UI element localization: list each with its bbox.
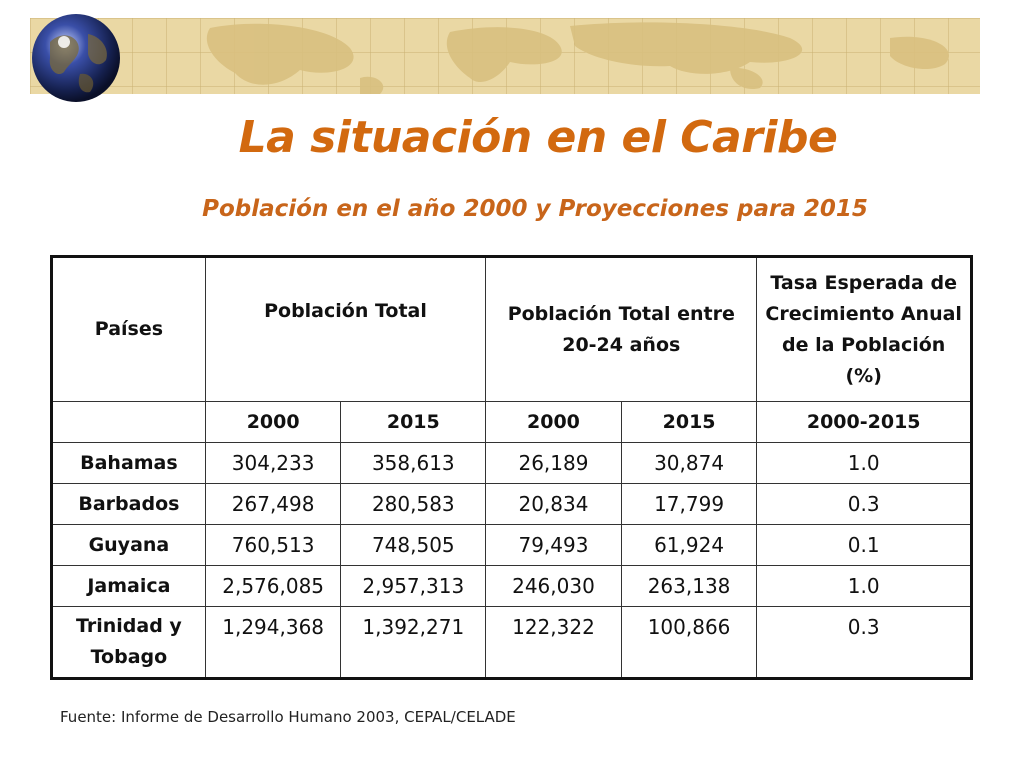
growth-cell: 0.3	[756, 606, 972, 679]
total-2015-cell: 280,583	[340, 483, 487, 525]
slide-title: La situación en el Caribe	[238, 112, 838, 163]
country-name: Trinidad y Tobago	[51, 606, 206, 679]
country-name: Guyana	[51, 524, 206, 566]
youth-2000-cell: 20,834	[485, 483, 622, 525]
growth-cell: 0.3	[756, 483, 972, 525]
header-growth-rate: Tasa Esperada de Crecimiento Anual de la…	[756, 256, 972, 402]
growth-cell: 1.0	[756, 565, 972, 607]
total-2015-cell: 748,505	[340, 524, 487, 566]
source-note: Fuente: Informe de Desarrollo Humano 200…	[60, 708, 516, 726]
youth-2015-cell: 30,874	[620, 442, 758, 484]
subheader-total-2015: 2015	[340, 401, 487, 443]
table-row: Bahamas 304,233 358,613 26,189 30,874 1.…	[51, 442, 972, 484]
country-name: Bahamas	[51, 442, 206, 484]
header-countries: Países	[51, 256, 206, 402]
youth-2015-cell: 61,924	[620, 524, 758, 566]
total-2000-cell: 1,294,368	[204, 606, 342, 679]
youth-2015-cell: 100,866	[620, 606, 758, 679]
total-2015-cell: 2,957,313	[340, 565, 487, 607]
table-row: Guyana 760,513 748,505 79,493 61,924 0.1	[51, 524, 972, 566]
table-row: Jamaica 2,576,085 2,957,313 246,030 263,…	[51, 565, 972, 607]
growth-cell: 0.1	[756, 524, 972, 566]
youth-2000-cell: 246,030	[485, 565, 622, 607]
youth-2000-cell: 79,493	[485, 524, 622, 566]
youth-2000-cell: 26,189	[485, 442, 622, 484]
youth-2015-cell: 17,799	[620, 483, 758, 525]
table-header-row: Países Población Total Población Total e…	[51, 256, 972, 402]
table-subheader-row: 2000 2015 2000 2015 2000-2015	[51, 401, 972, 443]
youth-2000-cell: 122,322	[485, 606, 622, 679]
header-total-population: Población Total	[204, 256, 487, 402]
table-row: Barbados 267,498 280,583 20,834 17,799 0…	[51, 483, 972, 525]
slide-subtitle: Población en el año 2000 y Proyecciones …	[202, 196, 868, 222]
subheader-youth-2000: 2000	[485, 401, 622, 443]
total-2000-cell: 304,233	[204, 442, 342, 484]
subheader-total-2000: 2000	[204, 401, 342, 443]
table-row: Trinidad y Tobago 1,294,368 1,392,271 12…	[51, 606, 972, 679]
youth-2015-cell: 263,138	[620, 565, 758, 607]
header-youth-population: Población Total entre 20-24 años	[485, 256, 758, 402]
world-map-banner	[30, 18, 980, 94]
country-name: Jamaica	[51, 565, 206, 607]
total-2000-cell: 760,513	[204, 524, 342, 566]
subheader-empty	[51, 401, 206, 443]
population-table: Países Población Total Población Total e…	[50, 255, 973, 680]
world-map-graphic	[30, 18, 980, 94]
total-2015-cell: 358,613	[340, 442, 487, 484]
subheader-youth-2015: 2015	[620, 401, 758, 443]
globe-icon	[30, 12, 122, 104]
total-2000-cell: 2,576,085	[204, 565, 342, 607]
total-2015-cell: 1,392,271	[340, 606, 487, 679]
subheader-growth-period: 2000-2015	[756, 401, 972, 443]
total-2000-cell: 267,498	[204, 483, 342, 525]
country-name: Barbados	[51, 483, 206, 525]
growth-cell: 1.0	[756, 442, 972, 484]
